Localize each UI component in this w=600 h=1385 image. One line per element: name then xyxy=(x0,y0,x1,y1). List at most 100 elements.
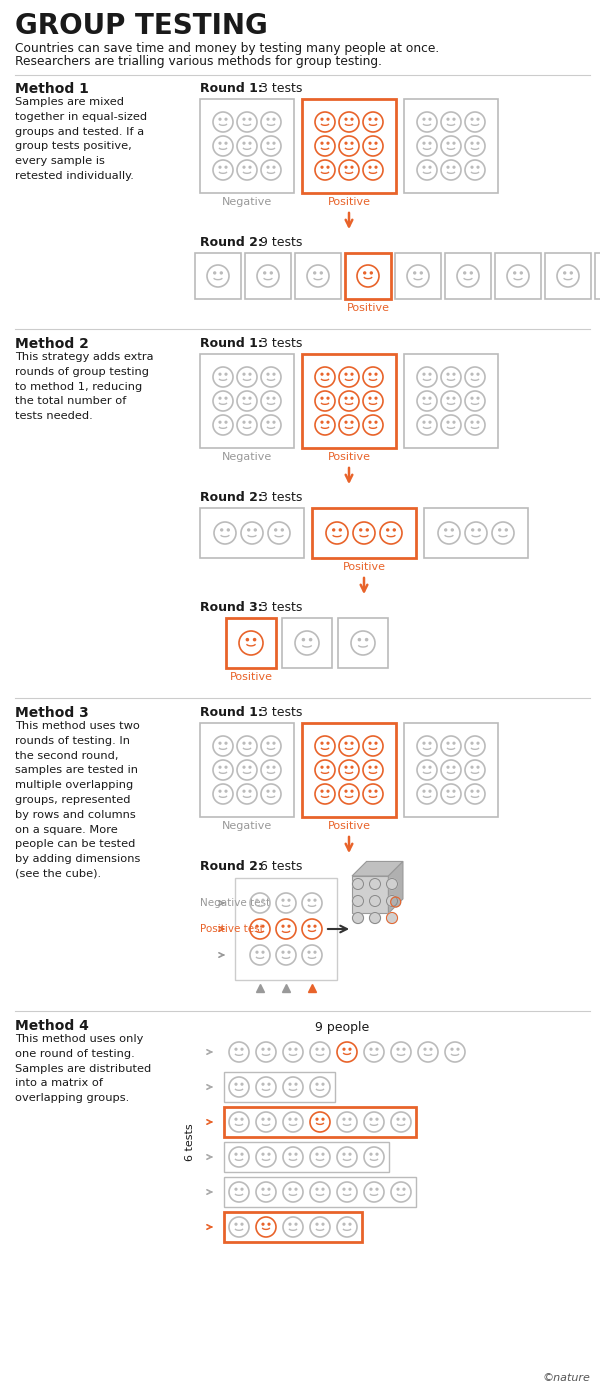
Circle shape xyxy=(351,118,353,120)
Circle shape xyxy=(315,735,335,756)
Circle shape xyxy=(441,760,461,780)
Circle shape xyxy=(380,522,402,544)
Circle shape xyxy=(445,1042,465,1062)
Circle shape xyxy=(369,742,371,744)
Circle shape xyxy=(351,374,353,375)
Circle shape xyxy=(447,397,449,399)
Circle shape xyxy=(283,1078,303,1097)
Circle shape xyxy=(237,161,257,180)
Circle shape xyxy=(414,271,416,274)
Circle shape xyxy=(273,397,275,399)
Circle shape xyxy=(351,421,353,422)
Circle shape xyxy=(447,766,449,769)
Circle shape xyxy=(447,118,449,120)
Text: 9 tests: 9 tests xyxy=(256,235,302,249)
Circle shape xyxy=(261,367,281,386)
Circle shape xyxy=(273,791,275,792)
Circle shape xyxy=(261,416,281,435)
Circle shape xyxy=(375,143,377,144)
Bar xyxy=(200,355,294,447)
Circle shape xyxy=(322,1188,324,1190)
Circle shape xyxy=(239,632,263,655)
Circle shape xyxy=(315,136,335,157)
Circle shape xyxy=(417,161,437,180)
Bar xyxy=(404,723,498,817)
Text: Positive: Positive xyxy=(328,821,371,831)
Circle shape xyxy=(241,1154,243,1155)
Circle shape xyxy=(249,421,251,422)
Circle shape xyxy=(302,920,322,939)
Circle shape xyxy=(363,161,383,180)
Circle shape xyxy=(267,374,269,375)
Circle shape xyxy=(256,925,258,927)
Circle shape xyxy=(370,1118,372,1120)
Polygon shape xyxy=(352,861,403,875)
Circle shape xyxy=(302,893,322,913)
Circle shape xyxy=(375,742,377,744)
Circle shape xyxy=(457,1048,459,1050)
Circle shape xyxy=(316,1223,318,1226)
Circle shape xyxy=(261,784,281,805)
Circle shape xyxy=(351,397,353,399)
Text: 3 tests: 3 tests xyxy=(256,601,302,614)
Circle shape xyxy=(235,1118,237,1120)
Circle shape xyxy=(247,638,248,641)
Circle shape xyxy=(289,1083,291,1084)
Circle shape xyxy=(310,1042,330,1062)
Text: Method 2: Method 2 xyxy=(15,337,89,350)
Circle shape xyxy=(375,766,377,769)
Circle shape xyxy=(451,1048,453,1050)
Circle shape xyxy=(267,118,269,120)
Circle shape xyxy=(423,118,425,120)
Circle shape xyxy=(249,791,251,792)
Circle shape xyxy=(243,791,245,792)
Circle shape xyxy=(213,735,233,756)
Circle shape xyxy=(339,784,359,805)
Circle shape xyxy=(465,367,485,386)
Circle shape xyxy=(249,397,251,399)
Circle shape xyxy=(237,784,257,805)
Circle shape xyxy=(310,1147,330,1168)
Circle shape xyxy=(358,638,361,641)
Circle shape xyxy=(288,899,290,902)
Circle shape xyxy=(235,1083,237,1084)
Circle shape xyxy=(262,1154,264,1155)
Circle shape xyxy=(282,925,284,927)
Circle shape xyxy=(370,1048,372,1050)
Circle shape xyxy=(417,391,437,411)
Circle shape xyxy=(327,166,329,168)
Circle shape xyxy=(453,374,455,375)
Circle shape xyxy=(256,1217,276,1237)
Circle shape xyxy=(349,1154,351,1155)
Text: Positive: Positive xyxy=(229,672,272,681)
Circle shape xyxy=(307,265,329,287)
Bar xyxy=(424,508,528,558)
Circle shape xyxy=(369,397,371,399)
Circle shape xyxy=(315,112,335,132)
Circle shape xyxy=(447,791,449,792)
Circle shape xyxy=(571,271,572,274)
Text: Positive: Positive xyxy=(343,562,386,572)
Circle shape xyxy=(370,1188,372,1190)
Circle shape xyxy=(213,784,233,805)
Circle shape xyxy=(423,791,425,792)
Circle shape xyxy=(250,945,270,965)
Circle shape xyxy=(349,1118,351,1120)
Circle shape xyxy=(314,899,316,902)
Text: This method uses two
rounds of testing. In
the second round,
samples are tested : This method uses two rounds of testing. … xyxy=(15,722,140,879)
Circle shape xyxy=(471,421,473,422)
Circle shape xyxy=(339,161,359,180)
Circle shape xyxy=(345,791,347,792)
Circle shape xyxy=(327,766,329,769)
Text: Round 2:: Round 2: xyxy=(200,235,263,249)
Circle shape xyxy=(282,899,284,902)
Circle shape xyxy=(423,421,425,422)
Bar xyxy=(226,618,276,668)
Circle shape xyxy=(229,1112,249,1132)
Bar xyxy=(404,355,498,447)
Circle shape xyxy=(345,374,347,375)
Text: 9 people: 9 people xyxy=(315,1021,369,1035)
Bar xyxy=(338,618,388,668)
Text: Positive: Positive xyxy=(347,303,389,313)
Circle shape xyxy=(339,416,359,435)
